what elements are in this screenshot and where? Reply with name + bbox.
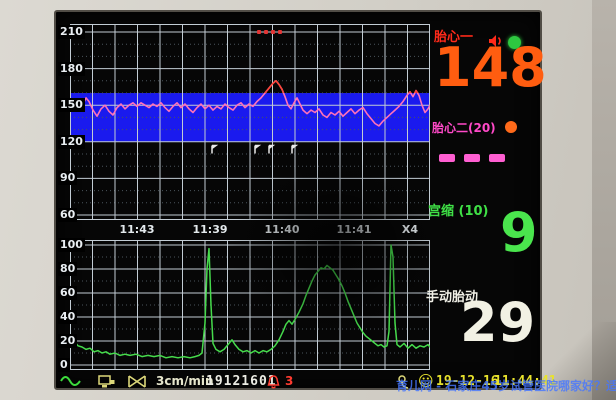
x-axis-time-label: 11:41 bbox=[336, 223, 372, 236]
fhr2-status-dot bbox=[505, 121, 517, 133]
fhr1-value: 148 bbox=[434, 36, 547, 99]
status-bar: 3cm/min 19121601 3 ☺ 19-12-16 11:44:41 bbox=[56, 372, 557, 393]
toco-label: 宫缩 (10) bbox=[428, 204, 489, 219]
probe-icon bbox=[396, 374, 412, 393]
x-axis-time-label: 11:43 bbox=[119, 223, 155, 236]
monitor-screen: 210 180 150 120 90 60 X4 11:43 11:39 11:40 11:41… bbox=[54, 10, 557, 393]
y-axis-tick: 0 bbox=[58, 358, 70, 372]
toco-chart-plot bbox=[70, 240, 430, 370]
fhr2-label: 胎心二(20) bbox=[432, 121, 496, 135]
y-axis-tick: 60 bbox=[58, 208, 78, 222]
time-axis-strip: X4 11:43 11:39 11:40 11:41 bbox=[70, 220, 430, 240]
x-axis-time-label: 11:39 bbox=[192, 223, 228, 236]
alarm-bell-icon bbox=[265, 374, 282, 393]
fhr2-value-dashes bbox=[439, 154, 505, 162]
fetal-movement-value: 29 bbox=[460, 291, 536, 354]
y-axis-tick: 180 bbox=[58, 61, 85, 76]
y-axis-tick: 20 bbox=[58, 334, 78, 348]
alarm-count: 3 bbox=[285, 374, 294, 388]
toco-chart: 100 80 60 40 20 0 bbox=[58, 238, 430, 372]
y-axis-tick: 80 bbox=[58, 262, 78, 276]
y-axis-tick: 150 bbox=[58, 98, 85, 113]
patient-id-number: 19121601 bbox=[206, 374, 277, 389]
fhr2-dash bbox=[489, 154, 505, 162]
y-axis-tick: 120 bbox=[58, 134, 85, 149]
x-axis-time-label: 11:40 bbox=[264, 223, 300, 236]
fhr-chart-plot bbox=[70, 24, 430, 220]
paper-speed-label: X4 bbox=[401, 223, 419, 236]
fhr-chart: 210 180 150 120 90 60 bbox=[58, 24, 430, 222]
y-axis-tick: 210 bbox=[58, 25, 85, 39]
transducer-off-icon bbox=[126, 374, 148, 392]
y-axis-tick: 100 bbox=[58, 238, 85, 252]
photo-watermark: 育儿网 - 石家庄45岁试管医院哪家好？适合高龄女性 bbox=[396, 379, 616, 393]
smiley-icon: ☺ bbox=[418, 372, 434, 390]
sine-wave-icon bbox=[60, 372, 82, 391]
fhr1-label: 胎心一 bbox=[434, 30, 474, 45]
y-axis-tick: 60 bbox=[58, 286, 78, 300]
paper-speed-value: 3cm/min bbox=[156, 374, 214, 388]
fhr1-status-dot bbox=[508, 36, 521, 49]
status-date: 19-12-16 bbox=[436, 374, 499, 389]
recorder-icon bbox=[96, 374, 116, 392]
fhr2-dash bbox=[464, 154, 480, 162]
y-axis-tick: 90 bbox=[58, 171, 78, 186]
toco-value: 9 bbox=[500, 201, 538, 264]
status-time: 11:44:41 bbox=[494, 374, 557, 389]
y-axis-tick: 40 bbox=[58, 310, 78, 324]
fhr2-dash bbox=[439, 154, 455, 162]
speaker-icon bbox=[487, 33, 504, 53]
